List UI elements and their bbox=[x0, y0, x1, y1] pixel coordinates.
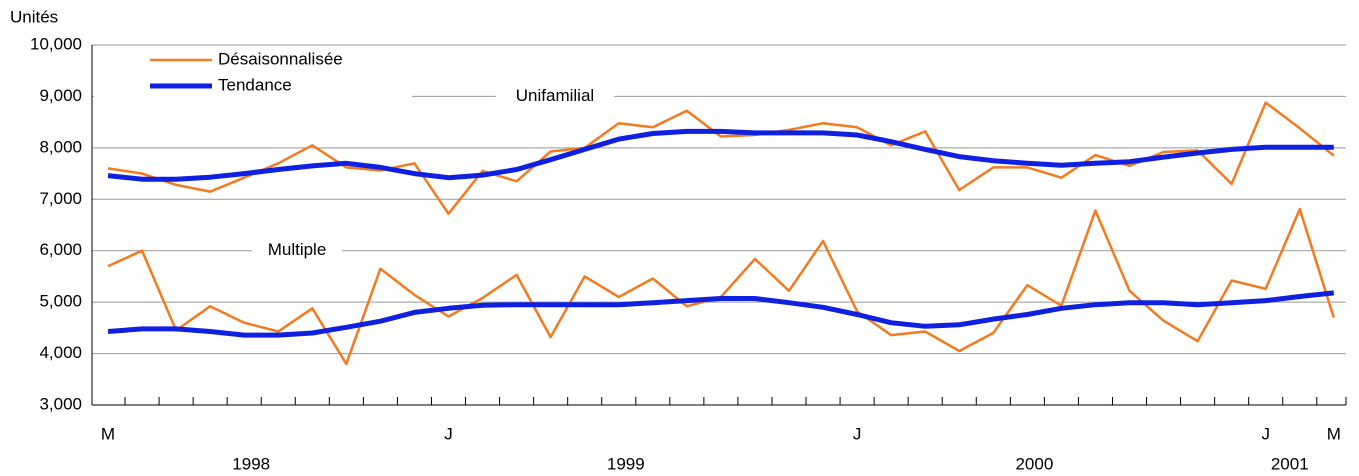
x-tick-label: M bbox=[1327, 424, 1341, 443]
label-bg bbox=[495, 84, 615, 109]
year-label: 1998 bbox=[232, 454, 270, 473]
y-tick-label: 3,000 bbox=[39, 394, 82, 413]
legend-label: Désaisonnalisée bbox=[218, 49, 343, 68]
year-label: 1999 bbox=[607, 454, 645, 473]
x-tick-label: J bbox=[444, 424, 453, 443]
legend-bg bbox=[94, 47, 412, 103]
series-line bbox=[107, 290, 1335, 338]
year-label: 2001 bbox=[1271, 454, 1309, 473]
y-tick-label: 5,000 bbox=[39, 292, 82, 311]
y-tick-label: 8,000 bbox=[39, 137, 82, 156]
group-label: Unifamilial bbox=[516, 86, 594, 105]
y-tick-label: 4,000 bbox=[39, 343, 82, 362]
x-tick-label: J bbox=[853, 424, 862, 443]
legend-label: Tendance bbox=[218, 75, 292, 94]
y-axis-title: Unités bbox=[10, 7, 58, 26]
group-label: Multiple bbox=[268, 240, 327, 259]
label-bg bbox=[252, 238, 342, 263]
y-tick-label: 10,000 bbox=[30, 34, 82, 53]
year-label: 2000 bbox=[1015, 454, 1053, 473]
y-tick-label: 6,000 bbox=[39, 240, 82, 259]
x-tick-label: M bbox=[101, 424, 115, 443]
series-line bbox=[107, 128, 1334, 182]
x-tick-label: J bbox=[1261, 424, 1270, 443]
series-line bbox=[107, 101, 1335, 215]
y-tick-label: 7,000 bbox=[39, 189, 82, 208]
y-tick-label: 9,000 bbox=[39, 86, 82, 105]
series-line bbox=[107, 207, 1335, 366]
